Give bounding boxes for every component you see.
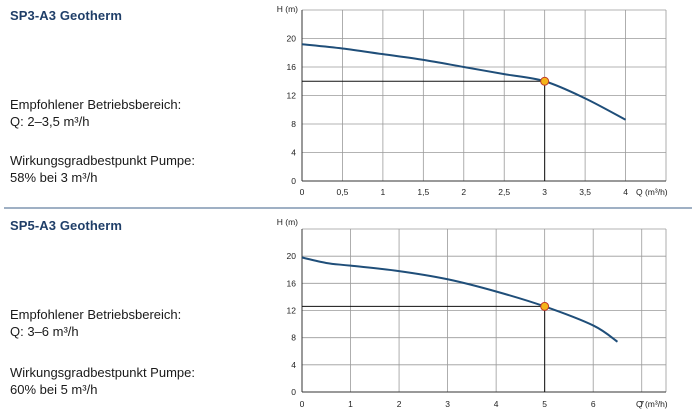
y-tick-label: 12 bbox=[287, 91, 297, 101]
y-tick-label: 12 bbox=[287, 306, 297, 316]
y-axis-label: H (m) bbox=[277, 217, 298, 227]
x-tick-label: 4 bbox=[494, 399, 499, 409]
y-tick-label: 0 bbox=[291, 387, 296, 397]
efficiency-label: Wirkungsgradbestpunkt Pumpe: bbox=[10, 153, 195, 168]
x-tick-label: 1,5 bbox=[417, 187, 429, 197]
operating-point-marker bbox=[540, 301, 550, 311]
panel-sp5: SP5-A3 Geotherm Empfohlener Betriebsbere… bbox=[0, 210, 696, 420]
x-tick-label: 1 bbox=[381, 187, 386, 197]
pump-curve-line bbox=[301, 256, 619, 343]
operating-point-marker bbox=[540, 76, 550, 86]
panel-sp3: SP3-A3 Geotherm Empfohlener Betriebsbere… bbox=[0, 0, 696, 208]
y-tick-label: 8 bbox=[291, 333, 296, 343]
x-tick-label: 0 bbox=[300, 399, 305, 409]
efficiency-label: Wirkungsgradbestpunkt Pumpe: bbox=[10, 365, 195, 380]
efficiency-text: Wirkungsgradbestpunkt Pumpe: 60% bei 5 m… bbox=[10, 364, 195, 398]
y-tick-label: 16 bbox=[287, 278, 297, 288]
operating-range-value: Q: 3–6 m³/h bbox=[10, 324, 79, 339]
y-tick-label: 16 bbox=[287, 62, 297, 72]
x-axis-label: Q (m³/h) bbox=[636, 187, 668, 197]
x-tick-label: 4 bbox=[623, 187, 628, 197]
pump-curve-chart: 0 0,5 1 1,5 2 2,5 3 3,5 4 0 4 8 12 16 20 H (m) Q (m³/h) bbox=[277, 4, 668, 197]
y-tick-label: 4 bbox=[291, 148, 296, 158]
y-tick-label: 4 bbox=[291, 360, 296, 370]
panel-title: SP5-A3 Geotherm bbox=[10, 218, 123, 233]
x-tick-label: 1 bbox=[348, 399, 353, 409]
x-tick-label: 0,5 bbox=[337, 187, 349, 197]
x-tick-label: 3 bbox=[445, 399, 450, 409]
x-tick-label: 0 bbox=[300, 187, 305, 197]
grid bbox=[301, 9, 667, 182]
x-tick-label: 5 bbox=[542, 399, 547, 409]
y-tick-label: 20 bbox=[287, 34, 297, 44]
operating-range-label: Empfohlener Betriebsbereich: bbox=[10, 307, 182, 322]
y-tick-label: 0 bbox=[291, 176, 296, 186]
pump-curve-line bbox=[301, 43, 627, 121]
x-tick-label: 2 bbox=[461, 187, 466, 197]
grid bbox=[301, 228, 667, 393]
y-tick-label: 20 bbox=[287, 251, 297, 261]
operating-range-label: Empfohlener Betriebsbereich: bbox=[10, 97, 182, 112]
y-axis-label: H (m) bbox=[277, 4, 298, 14]
panel-divider bbox=[4, 207, 692, 209]
x-tick-label: 3,5 bbox=[579, 187, 591, 197]
x-tick-label: 3 bbox=[542, 187, 547, 197]
operating-range-text: Empfohlener Betriebsbereich: Q: 2–3,5 m³… bbox=[10, 96, 181, 130]
x-tick-label: 6 bbox=[591, 399, 596, 409]
x-tick-label: 2 bbox=[397, 399, 402, 409]
x-axis-label: Q (m³/h) bbox=[636, 399, 668, 409]
operating-range-text: Empfohlener Betriebsbereich: Q: 3–6 m³/h bbox=[10, 306, 181, 340]
x-tick-label: 7 bbox=[639, 399, 644, 409]
operating-range-value: Q: 2–3,5 m³/h bbox=[10, 114, 90, 129]
y-tick-label: 8 bbox=[291, 119, 296, 129]
panel-title: SP3-A3 Geotherm bbox=[10, 8, 123, 23]
efficiency-text: Wirkungsgradbestpunkt Pumpe: 58% bei 3 m… bbox=[10, 152, 195, 186]
x-tick-label: 2,5 bbox=[498, 187, 510, 197]
efficiency-value: 60% bei 5 m³/h bbox=[10, 382, 98, 397]
efficiency-value: 58% bei 3 m³/h bbox=[10, 170, 98, 185]
